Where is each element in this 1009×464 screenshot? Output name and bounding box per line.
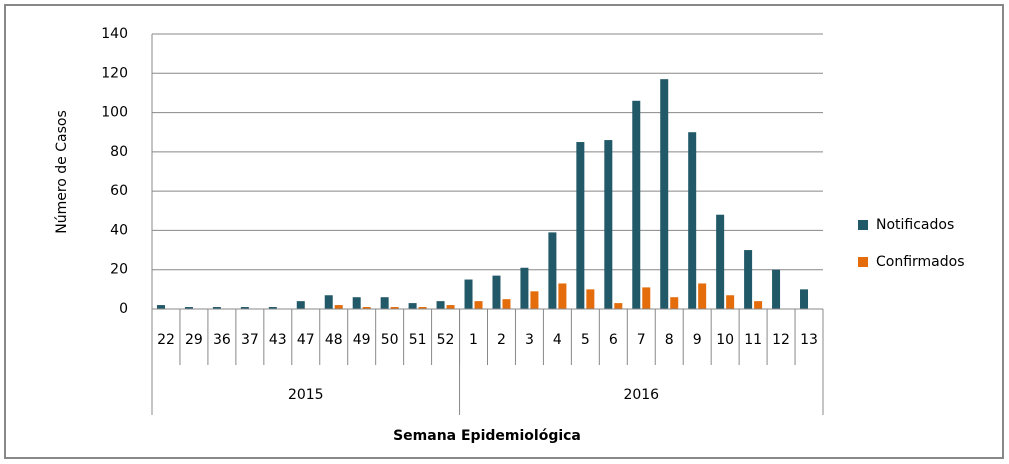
x-tick-label: 22 bbox=[157, 332, 175, 348]
legend-swatch bbox=[858, 257, 868, 267]
legend-label: Notificados bbox=[876, 217, 954, 233]
x-tick-label: 36 bbox=[213, 332, 231, 348]
bar bbox=[436, 301, 445, 309]
bar bbox=[520, 267, 529, 309]
bar bbox=[772, 269, 781, 309]
bar bbox=[530, 291, 539, 309]
bar bbox=[156, 305, 165, 309]
x-tick-label: 43 bbox=[269, 332, 287, 348]
x-tick-label: 2 bbox=[497, 332, 506, 348]
bar bbox=[558, 283, 567, 309]
y-tick-label: 20 bbox=[110, 262, 128, 278]
bar bbox=[446, 305, 455, 309]
bar bbox=[296, 301, 305, 309]
bar bbox=[604, 140, 613, 309]
y-axis-title: Número de Casos bbox=[54, 110, 70, 234]
bar bbox=[184, 307, 193, 309]
bar bbox=[688, 132, 697, 309]
x-tick-label: 13 bbox=[800, 332, 818, 348]
x-tick-label: 1 bbox=[469, 332, 478, 348]
bar bbox=[632, 100, 641, 310]
bar bbox=[390, 307, 399, 309]
y-tick-label: 60 bbox=[110, 183, 128, 199]
y-tick-label: 140 bbox=[101, 26, 128, 42]
y-tick-label: 0 bbox=[119, 301, 128, 317]
bar bbox=[408, 303, 417, 309]
x-tick-label: 7 bbox=[637, 332, 646, 348]
bar bbox=[586, 289, 595, 309]
x-tick-label: 9 bbox=[693, 332, 702, 348]
x-tick-label: 52 bbox=[437, 332, 455, 348]
bar bbox=[418, 307, 427, 309]
bar bbox=[502, 299, 511, 309]
y-tick-label: 120 bbox=[101, 65, 128, 81]
bar bbox=[240, 307, 249, 309]
x-tick-label: 29 bbox=[185, 332, 203, 348]
x-tick-label: 3 bbox=[525, 332, 534, 348]
bar bbox=[212, 307, 221, 309]
bar bbox=[614, 303, 623, 309]
bar bbox=[726, 295, 735, 309]
group-label: 2016 bbox=[623, 387, 659, 403]
bar bbox=[642, 287, 651, 309]
bar bbox=[380, 297, 389, 309]
bar bbox=[474, 301, 483, 309]
x-tick-label: 10 bbox=[716, 332, 734, 348]
bar bbox=[334, 305, 343, 309]
bar bbox=[324, 295, 333, 309]
bar bbox=[352, 297, 361, 309]
bar bbox=[492, 275, 501, 309]
x-tick-label: 11 bbox=[744, 332, 762, 348]
y-tick-label: 100 bbox=[101, 105, 128, 121]
x-tick-label: 5 bbox=[581, 332, 590, 348]
x-tick-label: 37 bbox=[241, 332, 259, 348]
bar bbox=[268, 307, 277, 309]
x-tick-label: 47 bbox=[297, 332, 315, 348]
bar bbox=[362, 307, 371, 309]
bar bbox=[698, 283, 707, 309]
x-tick-label: 12 bbox=[772, 332, 790, 348]
bar bbox=[576, 142, 585, 309]
bar bbox=[464, 279, 473, 309]
x-tick-label: 8 bbox=[665, 332, 674, 348]
x-tick-label: 51 bbox=[409, 332, 427, 348]
y-tick-label: 80 bbox=[110, 144, 128, 160]
bar bbox=[548, 232, 557, 309]
y-tick-label: 40 bbox=[110, 222, 128, 238]
x-tick-label: 4 bbox=[553, 332, 562, 348]
bar bbox=[660, 79, 669, 309]
bar bbox=[744, 250, 753, 309]
legend-label: Confirmados bbox=[876, 254, 965, 270]
legend-swatch bbox=[858, 220, 868, 230]
bar bbox=[716, 214, 725, 309]
x-tick-label: 50 bbox=[381, 332, 399, 348]
x-tick-label: 48 bbox=[325, 332, 343, 348]
x-tick-label: 49 bbox=[353, 332, 371, 348]
bar bbox=[754, 301, 763, 309]
chart-frame bbox=[4, 4, 1004, 459]
x-axis-title: Semana Epidemiológica bbox=[393, 428, 581, 444]
bar bbox=[800, 289, 809, 309]
group-label: 2015 bbox=[288, 387, 324, 403]
x-tick-label: 6 bbox=[609, 332, 618, 348]
bar bbox=[670, 297, 679, 309]
